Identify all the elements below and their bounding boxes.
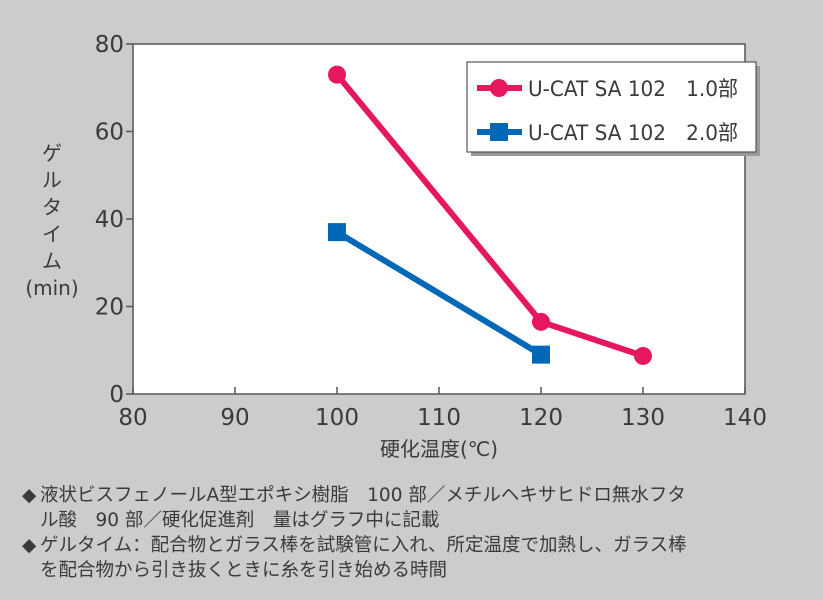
x-tick-label: 120 bbox=[519, 405, 563, 431]
data-point-circle bbox=[532, 312, 550, 331]
y-axis-label-char: タ bbox=[42, 195, 62, 219]
x-tick-label: 90 bbox=[220, 405, 249, 431]
line-chart: 0 20 40 60 80 80 90 100 110 120 130 140 U-CAT SA 10… bbox=[95, 32, 767, 461]
data-point-circle bbox=[328, 65, 346, 84]
y-tick-label: 60 bbox=[95, 120, 124, 146]
legend-box bbox=[466, 61, 757, 153]
data-point-circle bbox=[634, 346, 652, 365]
footnote-text: ル酸 90 部／硬化促進剤 量はグラフ中に記載 bbox=[40, 510, 440, 531]
diamond-bullet-icon: ◆ bbox=[22, 485, 37, 506]
y-tick-label: 0 bbox=[109, 382, 124, 408]
data-series bbox=[328, 65, 652, 365]
y-axis-label-char: ム bbox=[42, 249, 62, 273]
legend-square-marker-icon bbox=[490, 123, 508, 141]
footnote-formulation: ◆ 液状ビスフェノールA型エポキシ樹脂 100 部／メチルヘキサヒドロ無水フタ ル… bbox=[22, 483, 822, 533]
axes: 0 20 40 60 80 80 90 100 110 120 130 140 bbox=[95, 32, 767, 431]
data-point-square bbox=[532, 345, 550, 364]
x-tick-label: 100 bbox=[315, 405, 359, 431]
footnote-text: 液状ビスフェノールA型エポキシ樹脂 100 部／メチルヘキサヒドロ無水フタ bbox=[40, 485, 686, 506]
legend-label: U-CAT SA 102 1.0部 bbox=[528, 77, 738, 101]
legend-circle-marker-icon bbox=[490, 79, 508, 97]
x-tick-label: 140 bbox=[723, 405, 767, 431]
footnotes: ◆ 液状ビスフェノールA型エポキシ樹脂 100 部／メチルヘキサヒドロ無水フタ ル… bbox=[22, 483, 822, 583]
y-axis-label-char: ゲ bbox=[42, 141, 62, 165]
y-axis-label-unit: (min) bbox=[25, 276, 79, 300]
x-tick-label: 80 bbox=[118, 405, 147, 431]
y-axis-label-char: イ bbox=[42, 222, 62, 246]
y-tick-label: 40 bbox=[95, 207, 124, 233]
x-axis-label: 硬化温度(℃) bbox=[380, 437, 498, 461]
footnote-text: ゲルタイム：配合物とガラス棒を試験管に入れ、所定温度で加熱し、ガラス棒 bbox=[40, 535, 687, 556]
x-tick-label: 110 bbox=[417, 405, 461, 431]
legend-label: U-CAT SA 102 2.0部 bbox=[528, 121, 738, 145]
y-axis-label-char: ル bbox=[42, 168, 62, 192]
y-tick-label: 80 bbox=[95, 32, 124, 58]
footnote-geltime-definition: ◆ ゲルタイム：配合物とガラス棒を試験管に入れ、所定温度で加熱し、ガラス棒 を配合… bbox=[22, 533, 822, 583]
x-tick-label: 130 bbox=[621, 405, 665, 431]
series-line bbox=[335, 229, 543, 358]
y-tick-label: 20 bbox=[95, 295, 124, 321]
data-point-square bbox=[328, 223, 346, 242]
footnote-text: を配合物から引き抜くときに糸を引き始める時間 bbox=[40, 560, 448, 581]
diamond-bullet-icon: ◆ bbox=[22, 535, 37, 556]
legend: U-CAT SA 102 1.0部 U-CAT SA 102 2.0部 bbox=[466, 61, 760, 156]
y-axis-label: ゲ ル タ イ ム (min) bbox=[22, 140, 82, 302]
